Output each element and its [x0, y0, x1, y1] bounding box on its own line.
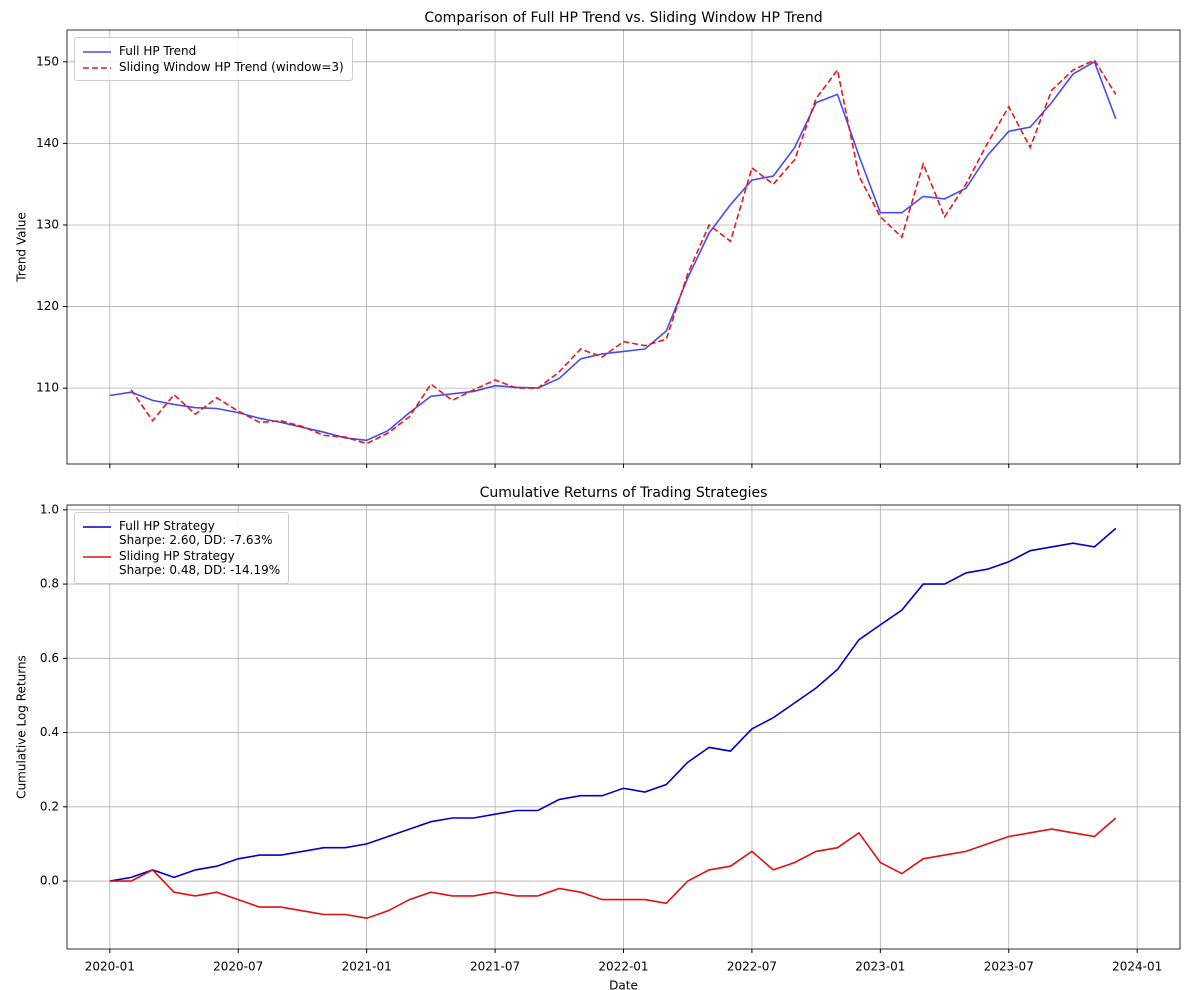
line-series — [109, 527, 1117, 882]
y-tick-label: 0.0 — [40, 874, 59, 888]
legend-entry: Sliding HP Strategy Sharpe: 0.48, DD: -1… — [83, 549, 280, 577]
y-tick-label: 1.0 — [40, 502, 59, 516]
legend-entry: Sliding Window HP Trend (window=3) — [83, 60, 344, 74]
legend-swatch — [83, 51, 111, 53]
x-tick-label: 2022-01 — [598, 960, 648, 974]
y-tick-label: 130 — [36, 217, 59, 231]
legend-swatch — [83, 526, 111, 528]
legend-label: Full HP Trend — [119, 44, 197, 58]
x-tick-label: 2020-07 — [213, 960, 263, 974]
y-tick-label: 0.6 — [40, 651, 59, 665]
x-axis-label: Date — [609, 979, 638, 990]
legend-label: Full HP Strategy Sharpe: 2.60, DD: -7.63… — [119, 519, 273, 547]
x-tick-label: 2021-01 — [342, 960, 392, 974]
legend: Full HP Strategy Sharpe: 2.60, DD: -7.63… — [74, 512, 290, 584]
legend-label: Sliding Window HP Trend (window=3) — [119, 60, 344, 74]
y-tick-label: 0.4 — [40, 725, 59, 739]
x-tick-label: 2023-07 — [984, 960, 1034, 974]
y-tick-label: 0.2 — [40, 799, 59, 813]
legend: Full HP Trend Sliding Window HP Trend (wi… — [74, 37, 353, 81]
y-tick-label: 120 — [36, 299, 59, 313]
plot-frame — [66, 504, 1181, 950]
y-axis-label: Trend Value — [15, 212, 29, 283]
y-tick-label: 140 — [36, 136, 59, 150]
chart-title: Cumulative Returns of Trading Strategies — [480, 485, 768, 501]
y-tick-label: 150 — [36, 54, 59, 68]
legend-label: Sliding HP Strategy Sharpe: 0.48, DD: -1… — [119, 549, 281, 577]
legend-entry: Full HP Trend — [83, 44, 344, 58]
legend-entry: Full HP Strategy Sharpe: 2.60, DD: -7.63… — [83, 519, 280, 547]
y-tick-label: 0.8 — [40, 577, 59, 591]
x-tick-label: 2020-01 — [85, 960, 135, 974]
y-axis-label: Cumulative Log Returns — [15, 655, 29, 799]
legend-swatch — [83, 67, 111, 69]
line-series — [109, 60, 1117, 442]
line-series — [130, 59, 1117, 445]
x-tick-label: 2023-01 — [855, 960, 905, 974]
chart-title: Comparison of Full HP Trend vs. Sliding … — [424, 10, 822, 26]
plot-frame — [66, 29, 1181, 465]
x-tick-label: 2024-01 — [1112, 960, 1162, 974]
x-tick-label: 2022-07 — [727, 960, 777, 974]
line-series — [109, 817, 1117, 920]
legend-swatch — [83, 556, 111, 558]
y-tick-label: 110 — [36, 381, 59, 395]
x-tick-label: 2021-07 — [470, 960, 520, 974]
